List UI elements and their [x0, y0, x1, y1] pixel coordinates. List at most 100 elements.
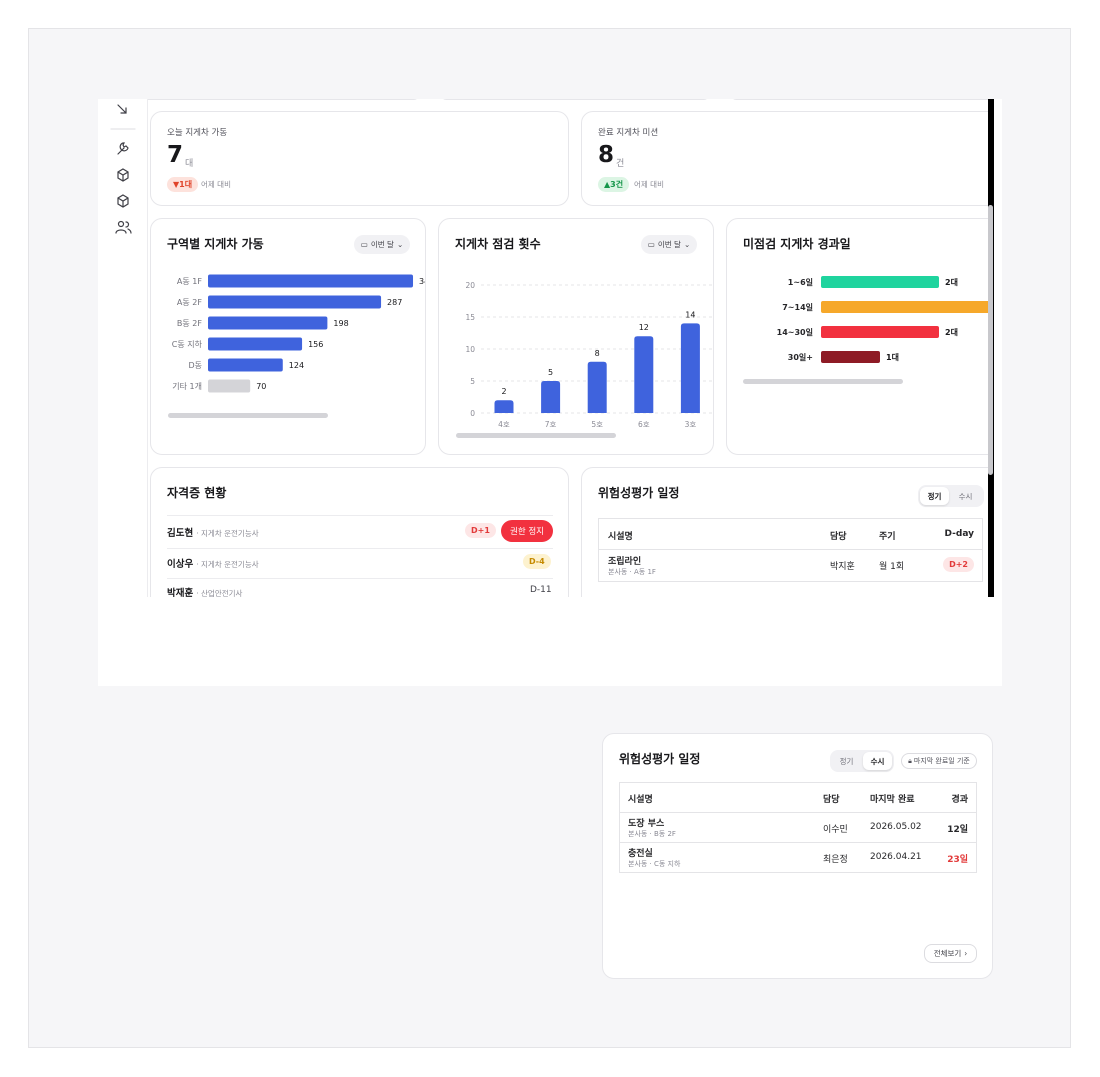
location: 본사동 · A동 1F: [608, 568, 656, 576]
divider: [620, 812, 976, 813]
owner: 박지훈: [830, 562, 855, 572]
cert-detail: · 지게차 운전기능사: [196, 560, 259, 569]
sidebar-icons: [110, 104, 136, 234]
wrench-icon[interactable]: [117, 142, 129, 155]
period-label: 이번 달: [370, 240, 394, 249]
value-label: 2대: [945, 277, 958, 287]
x-tick-label: 6호: [638, 420, 650, 429]
tab[interactable]: 정기: [839, 756, 854, 766]
period-label: 이번 달: [657, 240, 681, 249]
chart: 0 5 10 15 20 2 4호 5 7호 8 5호 12 6호 14 3호: [465, 281, 713, 429]
value-label: 1대: [886, 352, 899, 362]
view-all-button[interactable]: 전체보기 ›: [924, 944, 977, 963]
column-header: 시설명: [608, 532, 633, 542]
card-title: 자격증 현황: [167, 486, 227, 500]
scrollbar[interactable]: [456, 433, 616, 438]
kpi-value: 8: [598, 142, 615, 168]
card-edge: [730, 99, 988, 100]
tab[interactable]: 정기: [920, 487, 949, 505]
category-label: A동 2F: [177, 298, 202, 307]
period-select[interactable]: ▭ 이번 달 ⌄: [641, 235, 697, 254]
owner: 이수민: [823, 825, 848, 835]
users-icon[interactable]: [115, 221, 132, 234]
period-select[interactable]: ▭ 이번 달 ⌄: [354, 235, 410, 254]
view-all-label: 전체보기: [933, 949, 962, 958]
chart: 1~6일 2대 7~14일 14~30일 2대 30일+ 1대: [777, 276, 988, 363]
chart-card: 지게차 점검 횟수 ▭ 이번 달 ⌄ 0 5 10 15 20 2 4호 5 7호 8 5호 12 6호 14…: [438, 218, 714, 455]
facility: 조립라인: [608, 557, 642, 567]
chevron: ⌄: [683, 240, 691, 249]
suspend-button[interactable]: 권한 정지: [501, 520, 553, 542]
kpi-compare: 어제 대비: [634, 180, 664, 189]
chevron: ⌄: [396, 240, 404, 249]
kpi-unit: 건: [616, 159, 625, 169]
tabs: 정기 수시: [918, 485, 984, 507]
bar: [494, 400, 514, 413]
bar: [208, 316, 328, 330]
filter-button[interactable]: 🔒︎ 마지막 완료일 기준: [901, 753, 977, 769]
category-label: 1~6일: [788, 277, 813, 287]
column-header: 마지막 완료: [870, 795, 915, 805]
value-label: 2대: [945, 327, 958, 337]
bar: [821, 301, 988, 313]
y-tick-label: 5: [470, 377, 475, 386]
calendar-icon: ▭: [647, 240, 655, 249]
scrollbar[interactable]: [168, 413, 328, 418]
box-icon[interactable]: [117, 194, 129, 208]
cert-row: 이상우 · 지게차 운전기능사: [167, 556, 259, 570]
bar: [208, 295, 382, 309]
y-tick-label: 20: [465, 281, 475, 290]
divider: [167, 578, 553, 579]
value-label: 198: [333, 319, 348, 328]
filter-label: 마지막 완료일 기준: [913, 757, 970, 765]
kpi-unit: 대: [185, 159, 194, 169]
chevron: ›: [964, 949, 968, 958]
person-name: 이상우: [167, 559, 194, 570]
category-label: 14~30일: [777, 327, 813, 337]
kpi-change: ▲3건: [598, 177, 630, 192]
kpi-compare: 어제 대비: [201, 180, 231, 189]
chart-title: 지게차 점검 횟수: [455, 237, 541, 251]
box-icon[interactable]: [117, 168, 129, 182]
bar: [208, 337, 303, 351]
category-label: C동 지하: [172, 339, 203, 349]
value-label: 5: [548, 368, 553, 377]
category-label: 30일+: [788, 352, 813, 362]
location: 본사동 · B동 2F: [628, 830, 676, 838]
scrollbar[interactable]: [743, 379, 903, 384]
chart: A동 1F 340 A동 2F 287 B동 2F 198 C동 지하 156 D동 124 기타 …: [172, 274, 425, 393]
person-name: 박재훈: [167, 588, 194, 597]
kpi-value: 7: [167, 142, 184, 168]
dday-badge: D+1: [465, 523, 496, 538]
category-label: B동 2F: [177, 319, 202, 328]
cert-row: 박재훈 · 산업안전기사: [167, 585, 242, 597]
value-label: 14: [685, 310, 695, 319]
y-tick-label: 0: [470, 409, 475, 418]
column-header: 시설명: [628, 795, 653, 805]
tab[interactable]: 수시: [863, 752, 892, 770]
collapse-icon[interactable]: [117, 104, 127, 114]
category-label: D동: [188, 361, 202, 370]
chart-title: 구역별 지게차 가동: [167, 237, 264, 251]
last-done: 2026.04.21: [870, 852, 922, 862]
divider: [167, 515, 553, 516]
kpi-label: 오늘 지게차 가동: [167, 128, 228, 138]
users-icon[interactable]: [117, 220, 125, 228]
kpi-card: 완료 지게차 미션 8 건 ▲3건 어제 대비: [581, 111, 988, 206]
bar: [821, 326, 939, 338]
table: 시설명 담당 마지막 완료 경과 도장 부스 본사동 · B동 2F 이수민 2…: [619, 782, 977, 873]
tab[interactable]: 수시: [958, 491, 973, 501]
bar: [680, 323, 700, 413]
scrollbar-thumb[interactable]: [988, 205, 993, 475]
kpi-card: 오늘 지게차 가동 7 대 ▼1대 어제 대비: [150, 111, 569, 206]
x-tick-label: 5호: [591, 420, 603, 429]
bar: [208, 358, 283, 372]
bar: [208, 274, 414, 288]
cert-row: 김도현 · 지게차 운전기능사: [167, 525, 259, 539]
category-label: A동 1F: [177, 277, 202, 286]
value-label: 2: [501, 387, 506, 396]
y-tick-label: 10: [465, 345, 475, 354]
category-label: 7~14일: [782, 302, 813, 312]
tabs: 정기 수시: [830, 750, 894, 772]
facility: 충전실: [628, 849, 653, 859]
